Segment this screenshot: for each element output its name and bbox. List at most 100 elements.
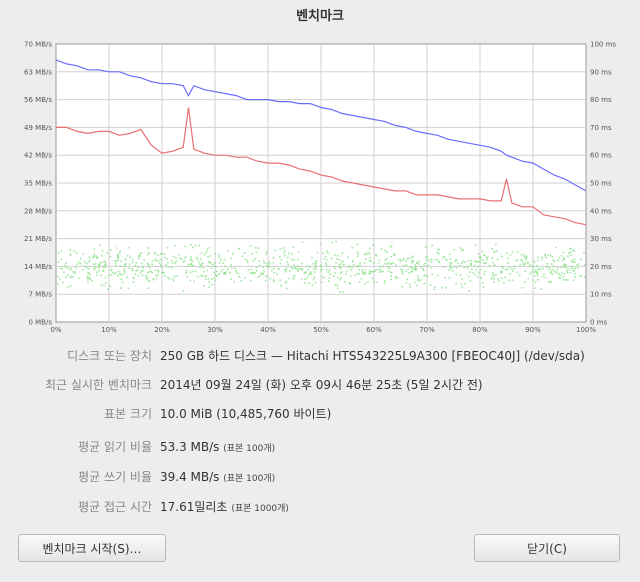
access-time-point: [246, 261, 249, 263]
access-time-point: [477, 260, 480, 263]
access-time-point: [459, 274, 461, 277]
access-time-point: [279, 248, 282, 250]
start-benchmark-button[interactable]: 벤치마크 시작(S)…: [18, 534, 166, 562]
access-time-point: [386, 263, 389, 265]
access-time-point: [176, 275, 178, 277]
access-time-point: [462, 260, 464, 262]
access-time-point: [546, 265, 549, 268]
access-time-point: [336, 258, 338, 260]
access-time-point: [551, 256, 554, 258]
access-time-point: [356, 265, 358, 268]
access-time-point: [86, 267, 89, 269]
access-time-point: [563, 257, 565, 259]
access-time-point: [147, 264, 150, 266]
close-button[interactable]: 닫기(C): [474, 534, 620, 562]
access-time-point: [138, 253, 141, 255]
access-time-point: [151, 271, 154, 274]
access-time-point: [265, 251, 268, 253]
access-time-point: [381, 265, 384, 267]
access-time-point: [250, 268, 252, 271]
access-time-point: [312, 278, 315, 281]
access-time-point: [534, 269, 537, 272]
access-time-point: [418, 260, 420, 262]
access-time-point: [401, 272, 404, 275]
access-time-point: [119, 274, 122, 276]
access-time-point: [574, 273, 577, 275]
access-time-point: [84, 265, 86, 268]
access-time-point: [450, 267, 453, 270]
access-time-point: [264, 279, 267, 282]
access-time-point: [340, 277, 342, 279]
access-time-point: [214, 253, 217, 255]
access-time-point: [537, 259, 539, 262]
access-time-point: [142, 265, 144, 268]
access-time-point: [417, 277, 420, 280]
access-time-point: [406, 278, 408, 281]
access-time-point: [459, 247, 462, 249]
access-time-point: [474, 244, 477, 246]
read-rate-value: 53.3 MB/s: [160, 440, 220, 454]
access-time-point: [493, 250, 496, 253]
access-time-point: [544, 254, 546, 257]
access-time-point: [189, 271, 192, 273]
access-time-point: [181, 258, 183, 260]
access-time-point: [337, 287, 339, 289]
access-time-point: [263, 262, 265, 264]
access-time-point: [503, 282, 505, 284]
access-time-point: [365, 258, 367, 261]
access-time-point: [535, 265, 538, 267]
access-time-point: [405, 270, 408, 273]
access-time-point: [531, 265, 534, 267]
access-time-point: [238, 276, 241, 278]
access-time-point: [238, 247, 241, 250]
access-time-point: [568, 252, 570, 255]
access-time-point: [240, 280, 243, 282]
y-left-tick-label: 35 MB/s: [24, 180, 52, 188]
access-time-point: [326, 269, 328, 271]
access-time-point: [328, 269, 331, 271]
access-time-point: [204, 253, 206, 256]
access-time-point: [136, 269, 138, 272]
access-time-point: [500, 270, 502, 272]
access-time-point: [74, 272, 76, 274]
access-time-point: [539, 268, 542, 271]
access-time-point: [335, 262, 337, 264]
x-tick-label: 30%: [207, 326, 223, 332]
access-time-point: [304, 282, 306, 284]
access-time-point: [152, 278, 154, 280]
access-time-point: [87, 272, 89, 274]
access-time-point: [161, 272, 164, 274]
access-time-point: [342, 263, 345, 266]
access-time-point: [147, 272, 149, 274]
access-time-point: [416, 262, 418, 264]
access-time-point: [414, 267, 417, 269]
access-time-point: [454, 260, 457, 263]
x-tick-label: 100%: [576, 326, 596, 332]
access-time-point: [373, 281, 375, 284]
access-time-point: [97, 266, 100, 269]
access-time-point: [378, 259, 381, 261]
access-time-point: [483, 262, 485, 264]
access-time-point: [210, 283, 213, 286]
access-time-point: [160, 266, 163, 269]
access-time-point: [567, 279, 569, 281]
access-time-point: [325, 264, 328, 266]
write-rate-line: [56, 107, 587, 226]
access-time-point: [420, 266, 423, 269]
access-time-point: [146, 262, 149, 265]
x-tick-label: 10%: [101, 326, 117, 332]
access-time-point: [156, 254, 159, 257]
access-time-point: [195, 270, 197, 273]
access-time-point: [384, 262, 386, 265]
access-time-point: [184, 245, 187, 248]
access-time-point: [583, 252, 585, 254]
access-time-point: [189, 279, 192, 282]
access-time-point: [166, 246, 169, 249]
access-time-point: [157, 260, 159, 262]
access-time-point: [511, 270, 514, 272]
access-time-point: [309, 272, 311, 275]
access-time-point: [328, 277, 331, 279]
access-time-point: [562, 263, 565, 266]
access-time-point: [583, 264, 586, 266]
access-time-point: [562, 275, 565, 278]
